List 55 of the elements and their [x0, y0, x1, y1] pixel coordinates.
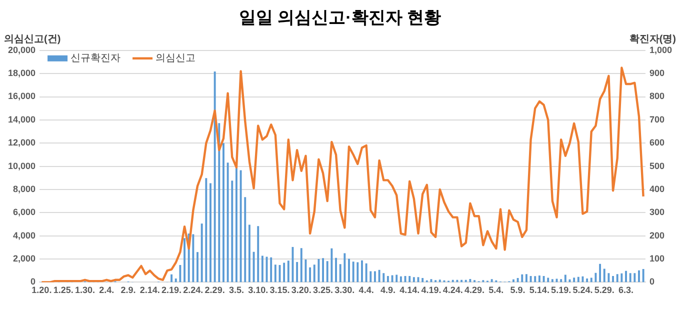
x-tick-label: 2.29. — [204, 285, 225, 296]
x-tick-label: 2.24. — [183, 285, 204, 296]
x-tick-label: 5.4. — [488, 285, 504, 296]
x-tick-label: 3.25. — [313, 285, 334, 296]
x-tick-label: 1.25. — [53, 285, 74, 296]
x-tick-label: 1.30. — [74, 285, 95, 296]
x-tick-label: 4.14. — [400, 285, 420, 296]
x-tick-label: 3.15. — [270, 285, 290, 296]
x-tick-label: 4.19. — [421, 285, 442, 296]
y-tick-label: 4,000 — [12, 230, 36, 240]
x-tick-label: 2.14. — [140, 285, 160, 296]
y2-tick-label: 700 — [649, 114, 665, 124]
chart-title: 일일 의심신고·확진자 현황 — [238, 8, 442, 27]
x-tick-label: 5.19. — [551, 285, 572, 296]
y-tick-label: 12,000 — [8, 138, 36, 148]
x-tick-label: 5.24. — [572, 285, 593, 296]
x-tick-label: 4.9. — [380, 285, 396, 296]
x-tick-label: 1.20. — [32, 285, 52, 296]
y2-tick-label: 1,000 — [649, 44, 672, 55]
y2-tick-label: 900 — [649, 68, 665, 78]
y-tick-label: 10,000 — [8, 160, 36, 171]
x-tick-label: 3.30. — [334, 285, 355, 296]
x-tick-label: 2.19. — [162, 285, 182, 296]
x-tick-label: 2.9. — [120, 285, 136, 296]
x-tick-label: 5.14. — [529, 285, 550, 296]
y2-axis-title: 확진자(명) — [629, 34, 676, 46]
x-tick-label: 3.10. — [248, 285, 268, 296]
x-tick-label: 3.20. — [291, 285, 312, 296]
legend-label: 의심신고 — [156, 53, 196, 64]
x-tick-label: 4.29. — [464, 285, 485, 296]
x-tick-label: 6.3. — [618, 285, 634, 296]
y-tick-label: 20,000 — [8, 44, 36, 55]
legend-label: 신규확진자 — [70, 53, 121, 64]
y-tick-label: 14,000 — [8, 114, 36, 124]
x-tick-label: 4.4. — [358, 285, 374, 296]
x-tick-label: 5.9. — [510, 285, 526, 296]
y-tick-label: 16,000 — [8, 91, 36, 102]
x-tick-label: 3.5. — [228, 285, 244, 296]
y2-tick-label: 0 — [649, 276, 654, 287]
y2-tick-label: 300 — [649, 207, 665, 218]
x-tick-label: 2.4. — [99, 285, 114, 296]
y-tick-label: 6,000 — [12, 207, 36, 218]
y2-tick-label: 200 — [649, 230, 665, 240]
x-tick-label: 5.29. — [594, 285, 614, 296]
y2-tick-label: 500 — [649, 160, 665, 171]
y-tick-label: 0 — [30, 276, 36, 287]
y-tick-label: 8,000 — [12, 184, 36, 194]
y2-tick-label: 400 — [649, 184, 665, 194]
y-tick-label: 18,000 — [8, 68, 36, 78]
y2-tick-label: 800 — [649, 91, 665, 102]
y2-tick-label: 600 — [649, 138, 665, 148]
y-tick-label: 2,000 — [12, 254, 36, 264]
x-tick-label: 4.24. — [442, 285, 463, 296]
y-axis-title: 의심신고(건) — [4, 34, 61, 46]
y2-tick-label: 100 — [649, 254, 665, 264]
